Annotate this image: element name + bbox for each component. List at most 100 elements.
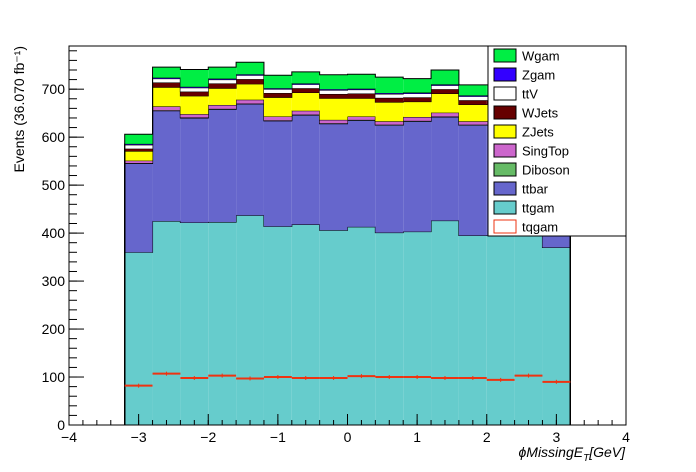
bar-ttbar-7 [319, 123, 348, 231]
legend-entry-ttgam: ttgam [493, 200, 555, 216]
bar-Wgam-3 [208, 67, 237, 79]
bar-SingTop-4 [236, 99, 264, 104]
bar-SingTop-7 [319, 119, 348, 124]
bar-SingTop-10 [403, 117, 432, 121]
legend-entry-Diboson: Diboson [493, 162, 570, 178]
bar-ttV-0 [124, 144, 153, 149]
axes: −4 −3 −2 −1 0 1 2 3 4 0 100 200 300 400 500 600 700 [42, 50, 630, 445]
bar-SingTop-6 [291, 110, 320, 115]
bar-ZJets-8 [347, 98, 376, 117]
bar-Wgam-8 [347, 74, 376, 89]
x-axis-unit: [GeV] [588, 444, 626, 460]
bar-ttgam-0 [124, 252, 153, 425]
bar-ttgam-11 [431, 220, 459, 425]
bar-WJets-1 [152, 82, 181, 88]
series-ttgam [124, 214, 571, 425]
bar-ZJets-6 [291, 92, 320, 111]
bar-ttgam-5 [263, 226, 292, 425]
bar-ZJets-10 [403, 101, 432, 118]
bar-Wgam-0 [124, 134, 153, 144]
bar-ttbar-1 [152, 110, 181, 222]
bar-ZJets-9 [375, 102, 404, 122]
bar-Wgam-2 [180, 69, 209, 87]
bar-ttbar-6 [291, 115, 320, 225]
bar-SingTop-2 [180, 114, 209, 118]
bar-ZJets-3 [208, 88, 237, 106]
legend-swatch-ttV [493, 86, 517, 101]
bar-Wgam-9 [375, 77, 404, 94]
bar-ttgam-9 [375, 232, 404, 425]
y-tick-label: 200 [42, 321, 66, 337]
bar-Wgam-5 [263, 75, 292, 89]
bar-Wgam-4 [236, 62, 264, 75]
bar-WJets-5 [263, 93, 292, 98]
y-tick-label: 100 [42, 369, 66, 385]
bar-ttV-4 [236, 75, 264, 80]
bar-ZJets-7 [319, 98, 348, 120]
bar-WJets-7 [319, 93, 348, 99]
legend: Wgam Zgam ttV WJets ZJets SingTop Diboson ttbar… [487, 45, 627, 237]
x-tick-label: 3 [552, 429, 560, 445]
outline-Wgam [124, 61, 571, 425]
bar-WJets-6 [291, 88, 320, 93]
bar-Wgam-1 [152, 67, 181, 78]
legend-entry-WJets: WJets [493, 105, 559, 121]
bar-ttV-12 [458, 96, 487, 101]
bar-SingTop-1 [152, 106, 181, 111]
bar-ZJets-11 [431, 93, 459, 113]
bar-ttgam-4 [236, 215, 264, 425]
tqgam-overlay [124, 371, 571, 388]
x-axis-title: ϕMissingET[GeV] [519, 444, 627, 464]
bar-SingTop-0 [124, 160, 153, 164]
legend-label-SingTop: SingTop [522, 144, 569, 159]
legend-entry-Zgam: Zgam [493, 67, 555, 83]
bar-ZJets-4 [236, 83, 264, 100]
bar-ttgam-8 [347, 226, 376, 425]
bar-ttgam-12 [458, 235, 487, 425]
bar-Wgam-11 [431, 69, 459, 85]
bar-ttV-7 [319, 90, 348, 94]
bar-ttbar-5 [263, 120, 292, 227]
legend-entry-Wgam: Wgam [493, 48, 560, 64]
x-tick-label: −3 [131, 429, 147, 445]
legend-entry-ttV: ttV [493, 86, 538, 102]
bar-ttV-10 [403, 93, 432, 98]
bar-SingTop-5 [263, 116, 292, 121]
bar-ttgam-1 [152, 221, 181, 425]
legend-label-Wgam: Wgam [522, 49, 560, 64]
bar-ttbar-10 [403, 121, 432, 232]
bar-SingTop-9 [375, 121, 404, 125]
legend-swatch-WJets [493, 105, 517, 120]
bar-SingTop-11 [431, 112, 459, 117]
bar-WJets-10 [403, 97, 432, 102]
bar-Wgam-12 [458, 84, 487, 96]
bar-WJets-8 [347, 93, 376, 99]
legend-label-Diboson: Diboson [522, 163, 570, 178]
bar-ttgam-3 [208, 222, 237, 425]
legend-label-tqgam: tqgam [522, 220, 558, 235]
legend-label-ttgam: ttgam [522, 201, 555, 216]
legend-entry-tqgam: tqgam [493, 219, 558, 235]
bar-ttgam-2 [180, 222, 209, 425]
legend-swatch-ZJets [493, 124, 517, 139]
bar-ttbar-3 [208, 109, 237, 223]
bar-SingTop-3 [208, 105, 237, 109]
bar-ZJets-2 [180, 95, 209, 115]
legend-swatch-ttbar [493, 181, 517, 196]
y-tick-label: 600 [42, 129, 66, 145]
bar-ttgam-14 [514, 235, 543, 425]
y-tick-label: 300 [42, 273, 66, 289]
bar-SingTop-12 [458, 121, 487, 125]
bar-Wgam-7 [319, 74, 348, 90]
x-axis-sub: T [583, 453, 590, 464]
bar-ttbar-8 [347, 120, 376, 227]
legend-swatch-tqgam [493, 219, 517, 234]
bar-ttV-8 [347, 89, 376, 94]
bar-WJets-11 [431, 89, 459, 94]
bar-WJets-2 [180, 91, 209, 96]
bar-Wgam-10 [403, 78, 432, 93]
bar-WJets-12 [458, 100, 487, 105]
bar-ttgam-10 [403, 231, 432, 425]
bar-WJets-0 [124, 148, 153, 152]
